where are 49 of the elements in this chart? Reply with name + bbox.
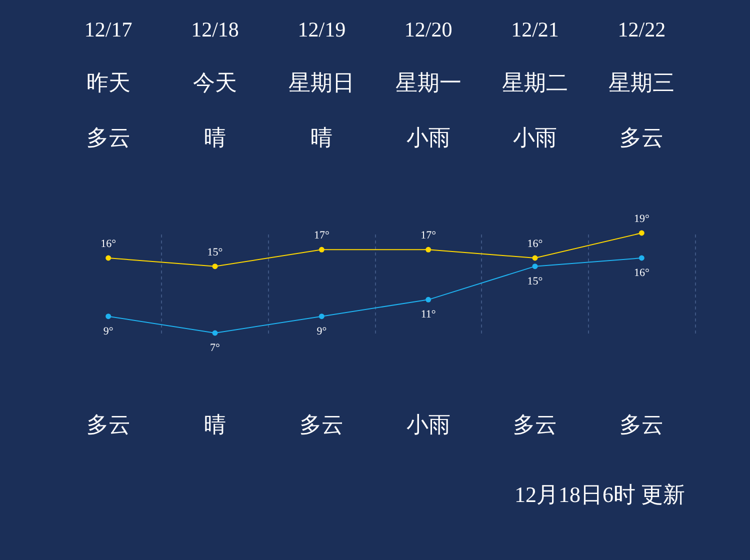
text: 多云	[86, 412, 130, 437]
text: 星期三	[608, 70, 675, 95]
data-label: 9°	[103, 325, 114, 338]
data-label: 19°	[634, 213, 650, 225]
text: 昨天	[86, 70, 130, 95]
data-label: 16°	[527, 238, 543, 250]
point	[426, 246, 432, 252]
text: 多云	[86, 125, 130, 150]
text: 晴	[204, 125, 226, 150]
text: 晴	[204, 412, 226, 437]
point	[318, 246, 324, 252]
text: 晴	[310, 125, 333, 150]
text: 多云	[620, 125, 664, 150]
text: 小雨	[406, 125, 450, 150]
text: 多云	[300, 412, 344, 437]
point	[106, 314, 112, 320]
data-label: 16°	[634, 267, 650, 279]
point	[106, 255, 112, 261]
text: 星期一	[395, 70, 462, 95]
x-tick-label: 12/18	[191, 18, 239, 42]
data-label: 16°	[100, 238, 116, 250]
x-tick-label: 12/20	[404, 18, 452, 42]
point	[638, 255, 644, 261]
text: 小雨	[513, 125, 557, 150]
x-tick-label: 12/19	[298, 18, 346, 42]
point	[638, 230, 644, 236]
data-label: 11°	[420, 308, 436, 321]
x-tick-label: 12/22	[618, 18, 666, 42]
point	[318, 314, 324, 320]
data-label: 9°	[316, 325, 327, 338]
data-label: 15°	[207, 246, 223, 258]
text: 多云	[513, 412, 557, 437]
text: 小雨	[406, 412, 450, 437]
x-tick-label: 12/17	[84, 18, 132, 42]
point	[532, 255, 538, 261]
data-label: 17°	[420, 230, 436, 242]
text: 星期二	[502, 70, 568, 95]
x-tick-label: 12/21	[511, 18, 559, 42]
text: 星期日	[288, 70, 355, 95]
text: 12月18日6时 更新	[514, 482, 685, 507]
text: 今天	[193, 70, 237, 95]
point	[532, 264, 538, 270]
point	[212, 330, 218, 336]
text: 多云	[620, 412, 664, 437]
point	[212, 264, 218, 270]
data-label: 15°	[527, 275, 543, 288]
data-label: 17°	[314, 230, 330, 242]
data-label: 7°	[210, 342, 220, 354]
point	[426, 296, 432, 302]
